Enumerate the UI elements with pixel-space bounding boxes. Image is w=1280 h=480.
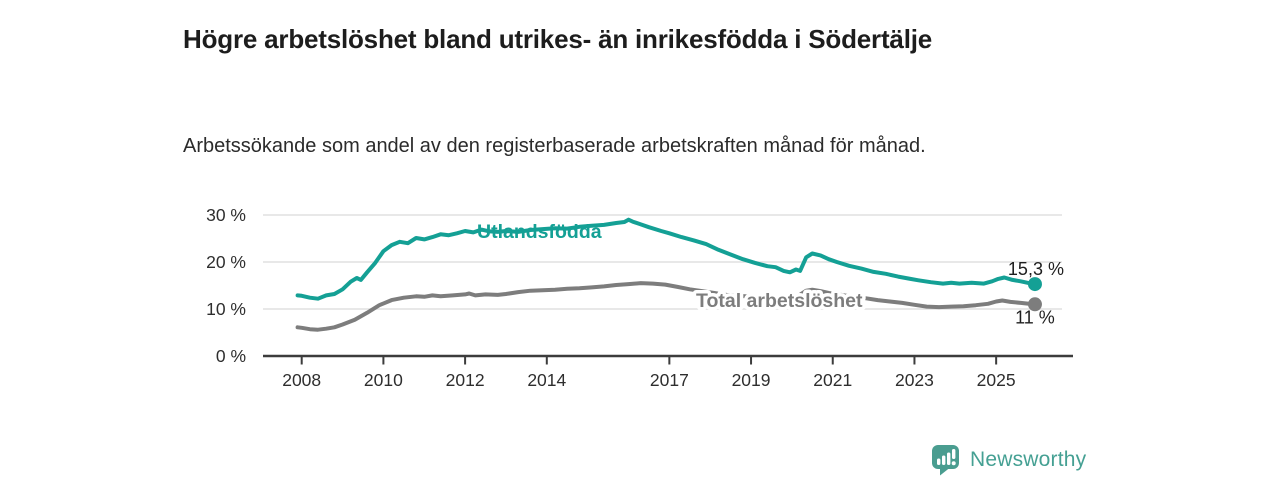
x-tick-label: 2014: [527, 370, 566, 390]
series-end-value-label: 15,3 %: [1008, 259, 1064, 279]
chart-subtitle: Arbetssökande som andel av den registerb…: [183, 135, 926, 157]
newsworthy-wordmark: Newsworthy: [970, 448, 1087, 471]
x-tick-label: 2025: [977, 370, 1016, 390]
series-inline-label-total-arbetsloshet: Total arbetslöshet: [696, 290, 863, 312]
chart-title: Högre arbetslöshet bland utrikes- än inr…: [183, 24, 933, 55]
x-tick-label: 2012: [446, 370, 485, 390]
series-end-dot: [1027, 297, 1042, 312]
x-tick-label: 2010: [364, 370, 403, 390]
y-tick-label: 30 %: [206, 205, 246, 225]
y-tick-label: 0 %: [216, 346, 246, 366]
newsworthy-logo: Newsworthy: [931, 444, 1086, 476]
x-tick-label: 2021: [813, 370, 852, 390]
y-tick-label: 20 %: [206, 252, 246, 272]
series-line-total-arbetsloshet: [295, 281, 1037, 332]
series-end-value-label: 11 %: [1015, 307, 1055, 327]
x-tick-label: 2019: [732, 370, 771, 390]
newsworthy-bubble-chart-icon: [932, 445, 959, 476]
x-tick-label: 2008: [282, 370, 321, 390]
series-inline-label-utlandsfodda: Utlandsfödda: [477, 221, 602, 243]
y-tick-label: 10 %: [206, 299, 246, 319]
x-tick-label: 2017: [650, 370, 689, 390]
series-end-dot: [1027, 277, 1042, 292]
series-line-utlandsfodda: [295, 217, 1037, 301]
x-tick-label: 2023: [895, 370, 934, 390]
